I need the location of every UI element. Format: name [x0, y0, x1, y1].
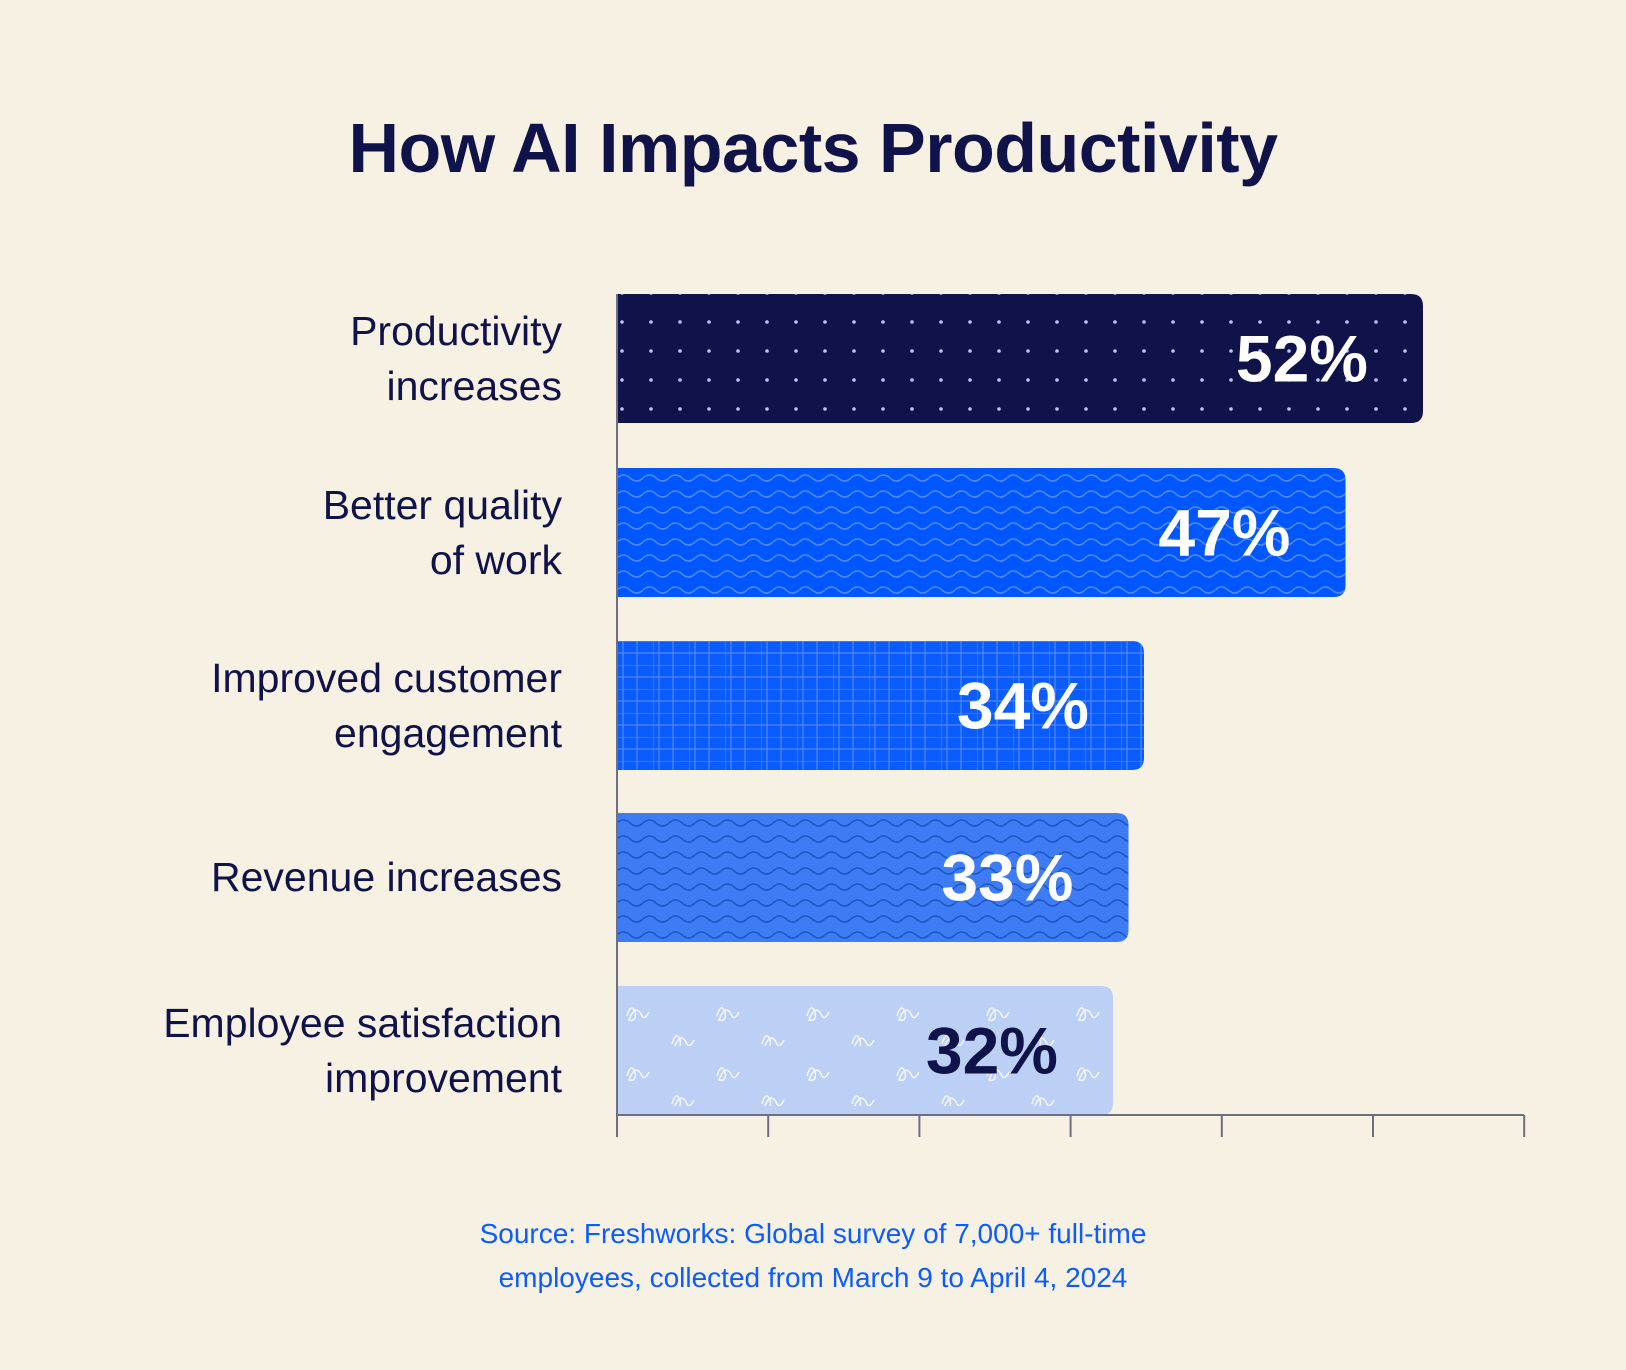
bar-pattern: [617, 641, 1144, 770]
category-label-line: increases: [386, 362, 562, 409]
category-label-line: improvement: [325, 1054, 562, 1101]
category-label-line: Improved customer: [211, 654, 562, 701]
bar-pattern: [617, 986, 1113, 1115]
category-label-line: Employee satisfaction: [163, 999, 562, 1046]
category-label-line: Productivity: [350, 307, 562, 354]
category-label: Revenue increases: [2, 850, 562, 905]
source-line-2: employees, collected from March 9 to Apr…: [498, 1262, 1128, 1293]
chart-title: How AI Impacts Productivity: [348, 109, 1278, 187]
category-label-line: Better quality: [322, 481, 562, 528]
bar-pattern: [617, 294, 1423, 423]
bar-value-label: 33%: [941, 841, 1073, 915]
bar-value-label: 52%: [1236, 322, 1368, 396]
bar-group: 33%: [617, 813, 1129, 942]
category-label: Employee satisfaction improvement: [2, 996, 562, 1106]
bar-pattern: [617, 468, 1346, 597]
category-label-line: Revenue increases: [211, 854, 562, 900]
source-note: Source: Freshworks: Global survey of 7,0…: [0, 1212, 1626, 1300]
category-label: Improved customer engagement: [2, 651, 562, 761]
source-line-1: Source: Freshworks: Global survey of 7,0…: [479, 1218, 1147, 1249]
category-label-line: of work: [429, 536, 562, 583]
bar-value-label: 47%: [1158, 496, 1290, 570]
category-label: Productivity increases: [2, 304, 562, 414]
category-label: Better quality of work: [2, 478, 562, 588]
bar-group: 52%: [617, 294, 1423, 423]
category-label-line: engagement: [334, 709, 562, 756]
bar-value-label: 34%: [957, 669, 1089, 743]
bar-value-label: 32%: [926, 1014, 1058, 1088]
bar-group: 32%: [617, 986, 1113, 1115]
bar-group: 47%: [617, 468, 1346, 597]
bar-group: 34%: [617, 641, 1144, 770]
bar-pattern: [617, 813, 1129, 942]
